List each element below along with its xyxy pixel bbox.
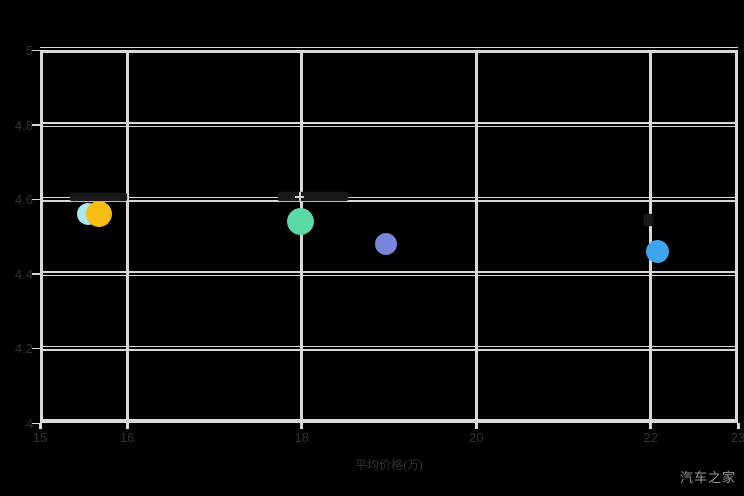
x-tick-label: 16	[120, 430, 135, 445]
plot-border	[40, 50, 738, 423]
y-tick-label: 4.8	[14, 117, 33, 133]
x-tick-label: 20	[469, 430, 484, 445]
x-tick	[125, 423, 129, 429]
h-gridline	[40, 274, 738, 277]
h-gridline	[40, 345, 738, 348]
y-tick-label: 4	[25, 416, 33, 431]
h-gridline	[40, 46, 738, 48]
h-gridline	[40, 196, 738, 199]
annotation-dark-label	[69, 193, 127, 202]
x-tick-label: 23	[730, 430, 744, 445]
x-tick-label: 15	[32, 430, 48, 445]
h-gridline	[40, 200, 738, 202]
y-tick-label: 5	[25, 43, 33, 58]
gridline-cross	[295, 192, 305, 202]
y-tick	[32, 124, 40, 126]
y-tick	[32, 198, 40, 201]
h-gridline	[40, 122, 738, 124]
annotation-dark-label	[643, 213, 653, 226]
x-tick-label: 22	[643, 430, 658, 445]
bubble-green[interactable]	[286, 208, 314, 236]
bubble-yellow[interactable]	[86, 201, 113, 228]
annotation-dark-label	[278, 192, 349, 202]
h-gridline	[40, 125, 738, 128]
y-tick-label: 4.6	[14, 192, 33, 208]
x-axis-title: 平均价格(万)	[355, 458, 423, 472]
h-gridline	[40, 418, 738, 420]
x-tick	[300, 423, 304, 429]
y-tick	[32, 347, 40, 350]
v-gridline	[474, 50, 478, 423]
y-tick	[32, 49, 40, 51]
y-tick	[32, 422, 40, 424]
watermark-autohome: 汽车之家	[679, 470, 736, 485]
v-gridline	[649, 50, 653, 423]
y-tick	[32, 273, 40, 275]
bubble-purple[interactable]	[375, 232, 398, 255]
v-gridline	[300, 50, 304, 423]
x-tick-label: 18	[294, 430, 309, 445]
y-tick-label: 4.2	[14, 341, 33, 357]
x-tick	[38, 423, 42, 429]
x-tick	[649, 423, 653, 429]
bubble-blue[interactable]	[646, 239, 670, 263]
x-tick	[736, 423, 740, 429]
v-gridline	[125, 50, 129, 423]
y-tick-label: 4.4	[14, 266, 33, 282]
x-tick	[474, 423, 478, 429]
h-gridline	[40, 271, 738, 273]
h-gridline	[40, 349, 738, 351]
